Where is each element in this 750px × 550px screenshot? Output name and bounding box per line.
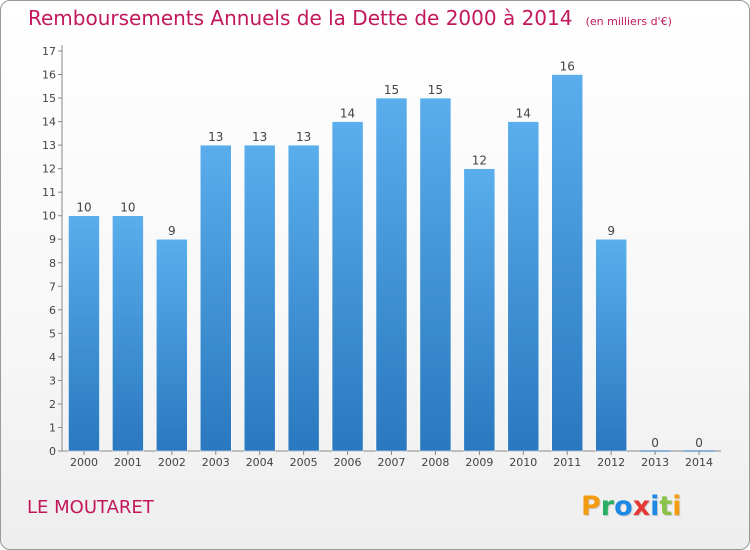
y-tick-label: 10 [42,210,56,223]
x-tick-label: 2007 [378,456,406,469]
x-tick-label: 2001 [114,456,142,469]
bar-value-label: 13 [252,130,267,144]
logo-letter: o [614,491,633,522]
bar-value-label: 12 [472,154,487,168]
bar-value-label: 10 [76,201,91,215]
x-tick-label: 2003 [202,456,230,469]
y-tick-label: 14 [42,116,56,129]
y-tick-label: 1 [49,421,56,434]
x-tick-label: 2006 [334,456,362,469]
x-tick-label: 2010 [509,456,537,469]
x-tick-label: 2014 [685,456,713,469]
bar-value-label: 13 [296,130,311,144]
x-tick-label: 2009 [465,456,493,469]
y-tick-label: 9 [49,233,56,246]
y-tick-label: 7 [49,280,56,293]
chart-title: Remboursements Annuels de la Dette de 20… [28,6,573,30]
x-tick-label: 2013 [641,456,669,469]
bar [463,168,496,452]
y-tick-label: 3 [49,374,56,387]
chart-title-row: Remboursements Annuels de la Dette de 20… [28,6,672,30]
logo-letter: x [632,491,651,522]
y-tick-label: 11 [42,186,56,199]
unit-note: (en milliers d'€) [585,15,672,28]
bar [68,215,100,452]
location-name: LE MOUTARET [27,497,154,518]
y-tick-label: 12 [42,163,56,176]
bar-value-label: 0 [651,436,659,450]
bar [287,144,320,452]
y-tick-label: 17 [42,45,56,58]
x-tick-label: 2002 [158,456,186,469]
bar-value-label: 14 [516,107,531,121]
bar-value-label: 15 [384,83,399,97]
x-tick-label: 2004 [246,456,274,469]
bar [200,144,232,452]
bar [112,215,144,452]
y-tick-label: 16 [42,69,56,82]
bar [156,238,188,452]
bar-value-label: 13 [208,130,223,144]
y-tick-label: 6 [49,304,56,317]
logo-letter: t [659,491,673,522]
x-tick-label: 2008 [421,456,449,469]
y-tick-label: 4 [49,351,56,364]
x-tick-label: 2005 [290,456,318,469]
bar-value-label: 9 [168,224,176,238]
y-tick-label: 15 [42,92,56,105]
logo-letter: r [600,491,615,522]
x-tick-label: 2000 [70,456,98,469]
x-tick-label: 2012 [597,456,625,469]
bar [375,97,408,452]
logo-letter: i [650,491,660,522]
y-tick-label: 2 [49,398,56,411]
bar [595,238,627,452]
y-tick-label: 0 [49,445,56,458]
bar-value-label: 0 [695,436,703,450]
bar-value-label: 16 [560,60,575,74]
bar-value-label: 10 [120,201,135,215]
x-tick-label: 2011 [553,456,581,469]
proxiti-logo: Proxiti [581,491,682,522]
y-tick-label: 13 [42,139,56,152]
bar-value-label: 14 [340,107,355,121]
bar [507,121,540,452]
logo-letter: i [672,491,682,522]
bar [331,121,364,452]
bar [551,74,583,452]
y-tick-label: 5 [49,327,56,340]
bar-value-label: 9 [607,224,615,238]
bar [419,97,452,452]
bar-value-label: 15 [428,83,443,97]
y-tick-label: 8 [49,257,56,270]
logo-letter: P [581,491,601,522]
bar [243,144,276,452]
